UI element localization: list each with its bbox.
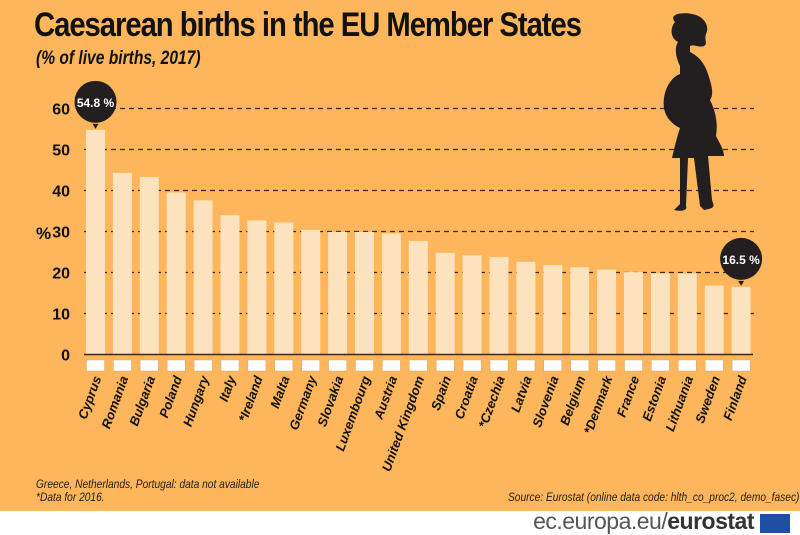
x-tick-label: Hungary — [180, 373, 212, 428]
bar — [166, 192, 186, 355]
flag-icon — [597, 359, 616, 372]
footer-brand: eurostat — [667, 508, 754, 534]
flag-icon — [382, 359, 401, 372]
flag-icon — [705, 359, 724, 372]
bar — [112, 172, 132, 355]
x-tick-label: Sweden — [692, 374, 723, 425]
bar — [570, 267, 590, 355]
flag-icon — [570, 359, 589, 372]
x-tick-label: Spain — [428, 374, 454, 412]
callout-label: 54.8 % — [77, 96, 115, 110]
bar — [516, 261, 536, 355]
bar — [731, 286, 751, 355]
bar — [597, 269, 617, 355]
bar — [677, 273, 697, 355]
callout-pointer — [738, 280, 745, 286]
flag-icon — [86, 359, 105, 372]
x-tick-label: Austria — [370, 374, 400, 422]
x-tick-label: Poland — [156, 373, 185, 420]
note-2016: *Data for 2016. — [36, 490, 105, 504]
bar — [435, 252, 455, 355]
bar — [408, 240, 428, 355]
y-tick-label: 40 — [52, 184, 70, 201]
bar — [193, 200, 213, 355]
flag-icon — [731, 359, 751, 372]
x-tick-label: France — [614, 374, 643, 419]
footer-domain: ec.europa.eu/ — [533, 508, 668, 534]
flag-icon — [462, 359, 482, 372]
pregnant-woman-icon — [663, 13, 724, 211]
flag-icon — [355, 359, 374, 372]
y-tick-label: 0 — [61, 348, 70, 365]
flag-icon — [193, 359, 213, 372]
callout-bubble — [720, 237, 763, 280]
callout-label: 16.5 % — [722, 253, 760, 267]
x-tick-label: *Ireland — [235, 373, 266, 424]
flag-icon — [489, 359, 509, 372]
y-axis-label: % — [36, 224, 51, 243]
flag-icon — [409, 359, 428, 372]
y-tick-label: 30 — [52, 225, 70, 242]
y-tick-label: 50 — [52, 143, 70, 160]
y-tick-label: 20 — [52, 266, 70, 283]
x-tick-label: Malta — [267, 374, 292, 410]
bar — [462, 255, 482, 355]
y-axis-ticks: 0 10 20 30 40 50 60 — [52, 102, 70, 365]
bar — [489, 256, 509, 355]
x-tick-label: Estonia — [639, 374, 669, 423]
x-tick-label: Finland — [720, 373, 750, 423]
bar — [650, 273, 670, 355]
chart-subtitle: (% of live births, 2017) — [36, 48, 201, 69]
bar — [704, 285, 724, 355]
flag-icon — [543, 359, 562, 372]
callouts: 54.8 % 16.5 % — [74, 80, 763, 286]
bar — [301, 229, 321, 355]
bar — [274, 222, 294, 355]
eurostat-link[interactable]: ec.europa.eu/eurostat — [533, 508, 754, 535]
flag-icon — [651, 359, 670, 372]
y-tick-label: 10 — [52, 307, 70, 324]
x-tick-label: *Czechia — [475, 374, 508, 430]
bar — [381, 233, 401, 355]
flag-icon — [624, 359, 643, 372]
x-tick-label: Latvia — [508, 374, 535, 414]
eu-flag-icon — [760, 514, 790, 533]
flag-icon — [436, 359, 455, 372]
x-tick-label: Italy — [216, 373, 239, 403]
flag-icon — [328, 359, 347, 372]
y-tick-label: 60 — [52, 102, 70, 119]
flag-icon — [166, 359, 186, 372]
bar — [247, 220, 267, 355]
chart-title: Caesarean births in the EU Member States — [34, 6, 582, 44]
infographic-panel: Caesarean births in the EU Member States… — [0, 0, 800, 511]
flag-icon — [274, 359, 293, 372]
bar — [86, 129, 105, 355]
flag-icon — [220, 359, 240, 372]
footer: ec.europa.eu/eurostat — [0, 508, 800, 535]
flag-icon — [140, 359, 159, 372]
source-note: Source: Eurostat (online data code: hlth… — [508, 490, 800, 504]
note-data-not-available: Greece, Netherlands, Portugal: data not … — [36, 477, 260, 491]
flag-icon — [113, 359, 132, 372]
flag-icon — [301, 359, 320, 372]
bar — [355, 231, 374, 355]
x-tick-label: Cyprus — [75, 374, 104, 421]
flag-icon — [516, 359, 536, 372]
callout-bubble — [74, 80, 117, 123]
bar-chart: 0 10 20 30 40 50 60 CyprusRomaniaBulgariaPolan… — [36, 13, 763, 473]
bars — [86, 129, 751, 355]
callout-pointer — [92, 123, 99, 129]
bar — [328, 231, 348, 355]
bar — [543, 265, 563, 355]
bar — [220, 215, 240, 355]
country-flags — [86, 359, 751, 372]
x-tick-label: Bulgaria — [126, 374, 158, 428]
flag-icon — [247, 359, 267, 372]
bar — [139, 176, 159, 355]
flag-icon — [678, 359, 697, 372]
x-tick-label: Croatia — [452, 374, 481, 421]
bar — [624, 272, 643, 355]
